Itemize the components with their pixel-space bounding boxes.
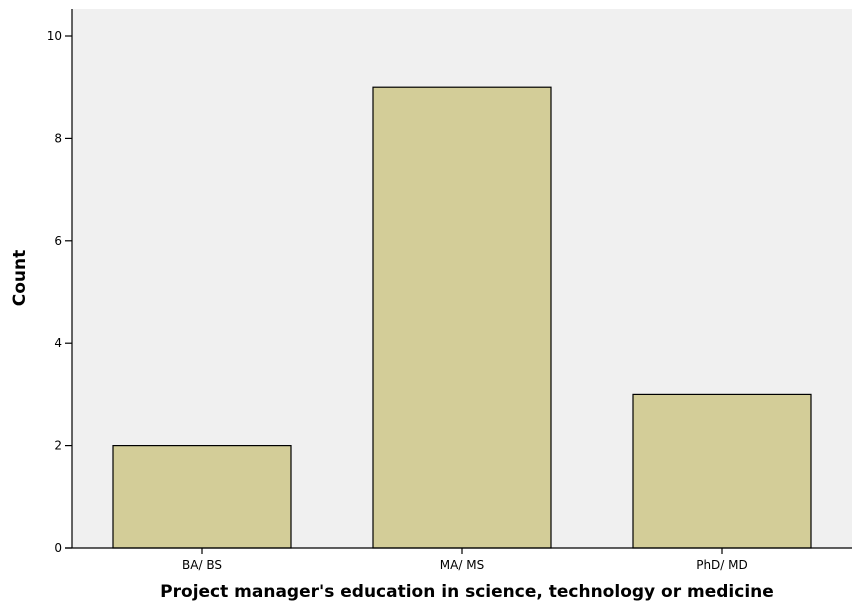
x-axis: BA/ BS MA/ MS PhD/ MD xyxy=(65,548,852,572)
y-tick-label-10: 10 xyxy=(47,29,62,43)
y-tick-label-2: 2 xyxy=(54,439,62,453)
y-tick-label-4: 4 xyxy=(54,336,62,350)
x-tick-label-1: BA/ BS xyxy=(182,558,222,572)
y-axis: 0 2 4 6 8 10 xyxy=(47,9,72,555)
bar-2 xyxy=(373,87,551,548)
y-tick-label-6: 6 xyxy=(54,234,62,248)
y-tick-label-0: 0 xyxy=(54,541,62,555)
x-tick-label-3: PhD/ MD xyxy=(696,558,748,572)
y-axis-title: Count xyxy=(10,250,30,307)
x-tick-label-2: MA/ MS xyxy=(440,558,484,572)
y-tick-label-8: 8 xyxy=(54,131,62,145)
bar-3 xyxy=(633,394,811,548)
x-axis-title: Project manager's education in science, … xyxy=(160,582,774,602)
bar-1 xyxy=(113,446,291,548)
